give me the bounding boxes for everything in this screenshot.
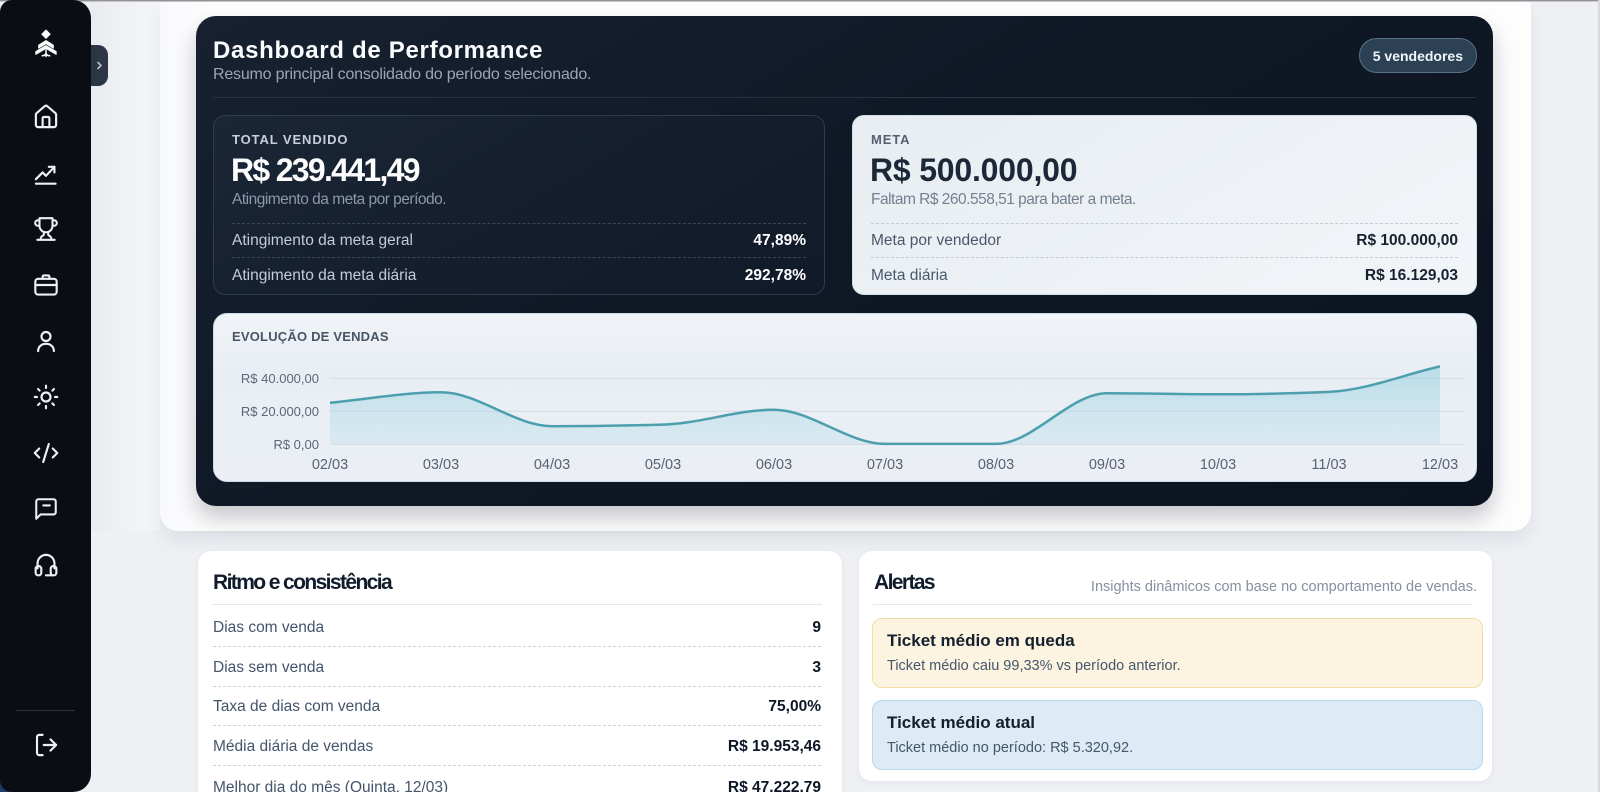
- svg-text:10/03: 10/03: [1200, 457, 1236, 473]
- svg-text:09/03: 09/03: [1089, 457, 1125, 473]
- svg-text:07/03: 07/03: [867, 457, 903, 473]
- svg-text:03/03: 03/03: [423, 457, 459, 473]
- svg-text:R$ 40.000,00: R$ 40.000,00: [241, 371, 319, 386]
- svg-text:R$ 0,00: R$ 0,00: [273, 437, 319, 452]
- svg-text:11/03: 11/03: [1311, 457, 1346, 473]
- svg-text:02/03: 02/03: [312, 457, 348, 473]
- svg-text:05/03: 05/03: [645, 457, 681, 473]
- svg-text:04/03: 04/03: [534, 457, 570, 473]
- svg-text:08/03: 08/03: [978, 457, 1014, 473]
- svg-text:R$ 20.000,00: R$ 20.000,00: [241, 404, 319, 419]
- svg-text:06/03: 06/03: [756, 457, 792, 473]
- svg-text:12/03: 12/03: [1422, 457, 1458, 473]
